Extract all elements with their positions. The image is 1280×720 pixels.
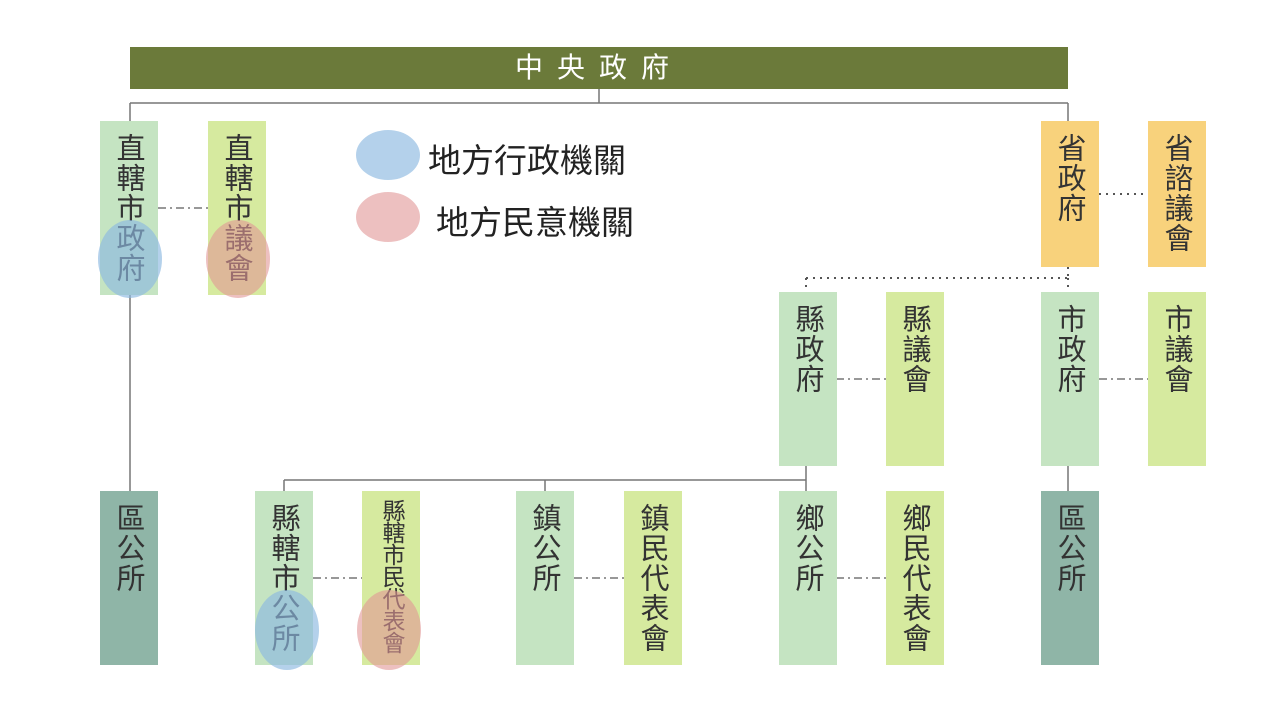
legend-swatch bbox=[356, 192, 420, 242]
node: 市政府 bbox=[1041, 292, 1099, 466]
node: 鎮民代表會 bbox=[624, 491, 682, 665]
header-title: 中央政府 bbox=[130, 47, 1068, 89]
solid-lines bbox=[129, 89, 1069, 491]
node: 市議會 bbox=[1148, 292, 1206, 466]
node: 省政府 bbox=[1041, 121, 1099, 267]
legend-label: 地方民意機關 bbox=[436, 203, 634, 242]
node: 鄉公所 bbox=[779, 491, 837, 665]
legend-label: 地方行政機關 bbox=[428, 141, 626, 180]
highlight bbox=[357, 590, 421, 670]
node: 鎮公所 bbox=[516, 491, 574, 665]
highlight bbox=[206, 220, 270, 298]
node: 省諮議會 bbox=[1148, 121, 1206, 267]
dash-dot-lines bbox=[158, 207, 1148, 579]
node: 區公所 bbox=[100, 491, 158, 665]
highlight bbox=[255, 590, 319, 670]
node: 縣議會 bbox=[886, 292, 944, 466]
node: 縣政府 bbox=[779, 292, 837, 466]
highlight bbox=[98, 220, 162, 298]
node: 鄉民代表會 bbox=[886, 491, 944, 665]
node: 區公所 bbox=[1041, 491, 1099, 665]
legend-swatch bbox=[356, 130, 420, 180]
